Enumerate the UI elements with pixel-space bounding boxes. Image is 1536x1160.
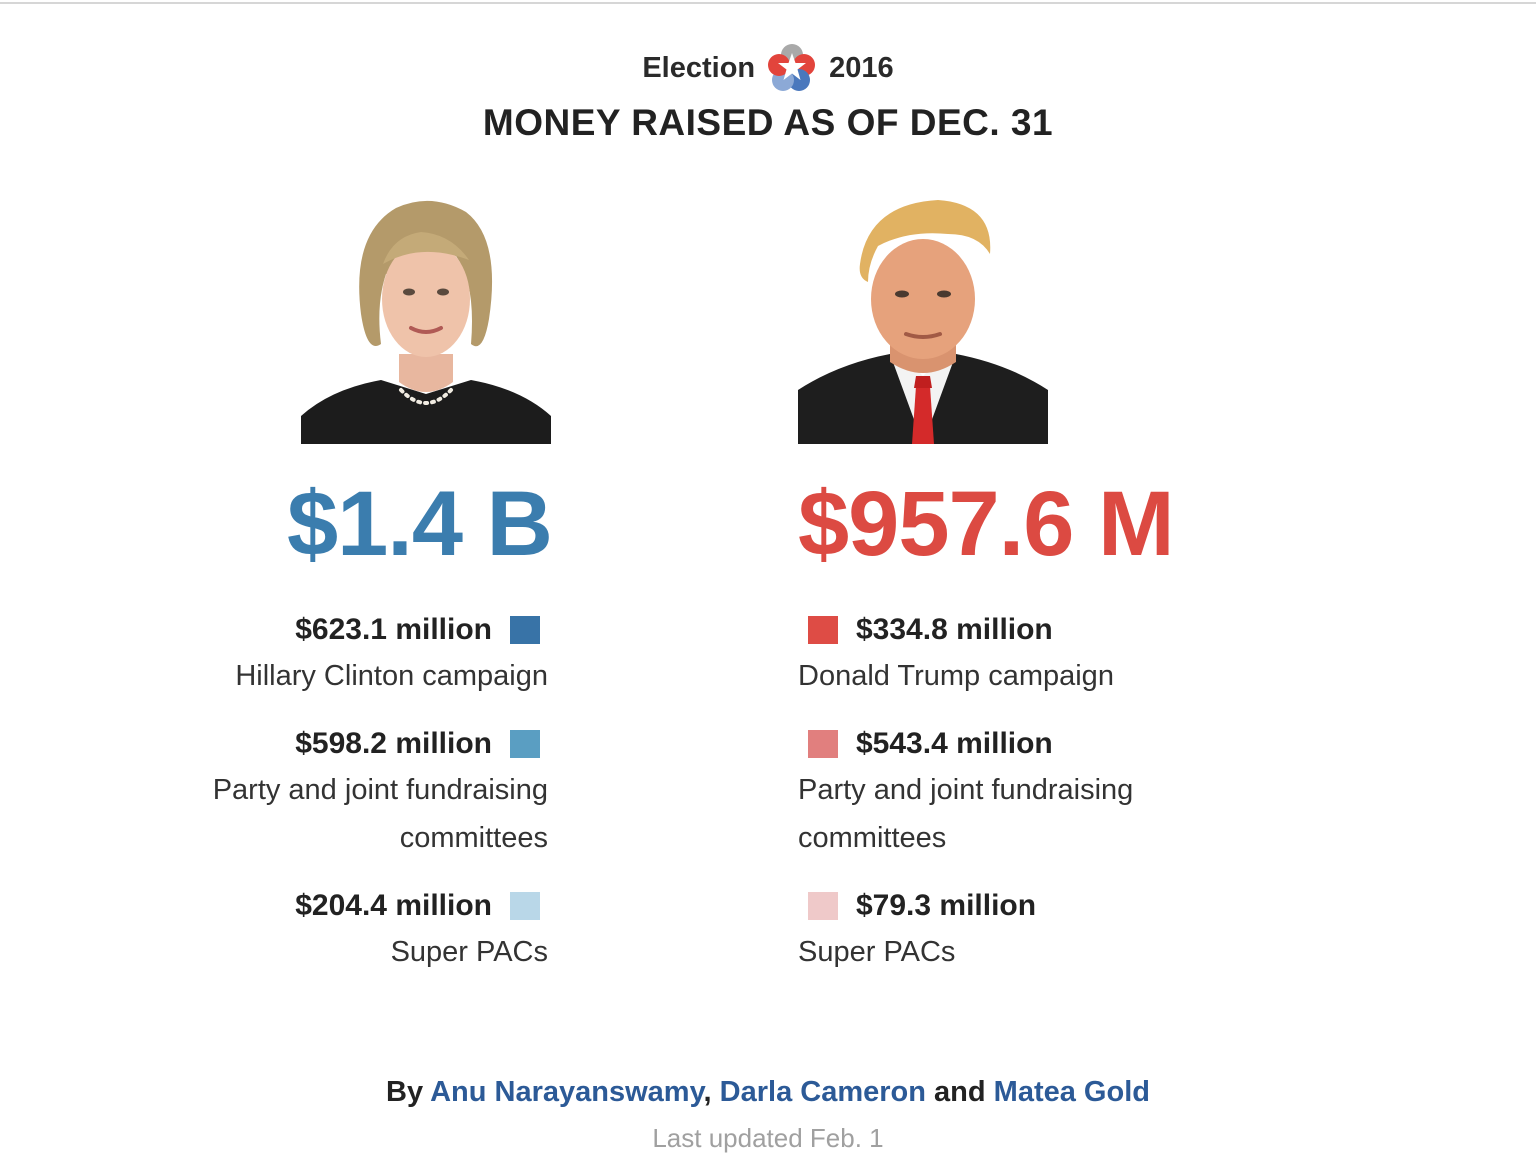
item-label: Donald Trump campaign <box>798 660 1114 692</box>
byline-separator: and <box>934 1076 986 1108</box>
item-label: Super PACs <box>798 936 956 968</box>
candidate-total-left: $1.4 B <box>286 473 553 575</box>
item-label: Party and joint fundraising <box>798 774 1134 806</box>
page-title: MONEY RAISED AS OF DEC. 31 <box>482 102 1054 143</box>
breakdown-item: $334.8 million Donald Trump campaign <box>798 608 1238 700</box>
item-label: Hillary Clinton campaign <box>235 660 548 692</box>
byline-separator: , <box>703 1076 712 1108</box>
breakdown-right: $334.8 million Donald Trump campaign $54… <box>798 608 1238 998</box>
candidate-total-right: $957.6 M <box>798 473 1175 575</box>
legend-swatch <box>510 730 540 758</box>
item-label-continued: committees <box>399 822 548 854</box>
portrait-icon <box>301 194 551 444</box>
election-star-icon <box>768 44 816 91</box>
legend-swatch <box>808 730 838 758</box>
item-label: Super PACs <box>390 936 548 968</box>
item-amount: $204.4 million <box>295 889 492 922</box>
author-link-1[interactable]: Anu Narayanswamy <box>430 1076 704 1108</box>
byline: By Anu Narayanswamy, Darla Cameron and M… <box>0 1076 1536 1109</box>
breakdown-item: $79.3 million Super PACs <box>798 884 1238 976</box>
breakdown-left: $623.1 million Hillary Clinton campaign … <box>110 608 550 998</box>
legend-swatch <box>808 892 838 920</box>
candidate-portrait-right <box>798 194 1048 444</box>
legend-swatch <box>510 616 540 644</box>
brand-election-label: Election <box>642 51 756 84</box>
author-link-3[interactable]: Matea Gold <box>993 1076 1150 1108</box>
item-label-continued: committees <box>798 822 947 854</box>
item-amount: $79.3 million <box>856 889 1037 922</box>
breakdown-item: $204.4 million Super PACs <box>110 884 550 976</box>
brand-year-label: 2016 <box>829 51 894 84</box>
byline-prefix: By <box>386 1076 424 1108</box>
brand: Election 2016 <box>0 40 1536 96</box>
item-amount: $543.4 million <box>856 727 1053 760</box>
breakdown-item: $543.4 million Party and joint fundraisi… <box>798 722 1238 862</box>
last-updated: Last updated Feb. 1 <box>652 1123 884 1153</box>
item-amount: $623.1 million <box>295 613 492 646</box>
legend-swatch <box>808 616 838 644</box>
top-divider <box>0 2 1536 4</box>
legend-swatch <box>510 892 540 920</box>
breakdown-item: $623.1 million Hillary Clinton campaign <box>110 608 550 700</box>
breakdown-item: $598.2 million Party and joint fundraisi… <box>110 722 550 862</box>
item-label: Party and joint fundraising <box>212 774 548 806</box>
candidate-portrait-left <box>301 194 551 444</box>
author-link-2[interactable]: Darla Cameron <box>719 1076 926 1108</box>
header: Election 2016 MONEY RAISED AS OF DEC. 31 <box>0 40 1536 144</box>
item-amount: $598.2 million <box>295 727 492 760</box>
item-amount: $334.8 million <box>856 613 1053 646</box>
portrait-icon <box>798 194 1048 444</box>
